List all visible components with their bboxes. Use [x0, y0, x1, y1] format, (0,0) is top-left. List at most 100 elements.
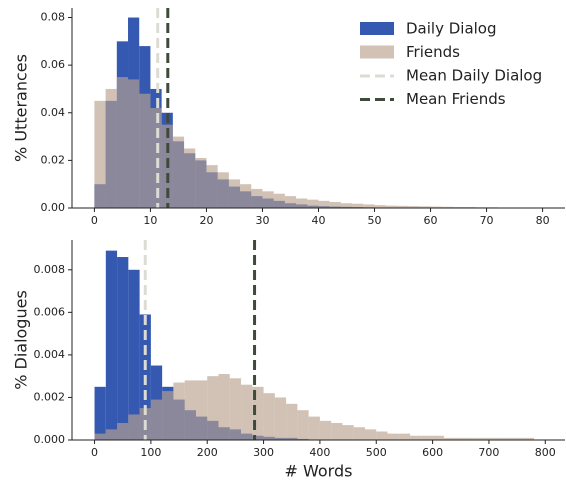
y-tick-label: 0.08: [41, 11, 66, 24]
y-tick-label: 0.06: [41, 58, 66, 71]
histogram-bar: [284, 196, 297, 208]
legend-label: Mean Friends: [406, 90, 506, 108]
histogram-bar: [477, 437, 489, 440]
legend-label: Mean Daily Dialog: [406, 67, 542, 85]
y-tick-label: 0.000: [34, 433, 66, 446]
histogram-bar: [128, 79, 140, 208]
histogram-bar: [229, 378, 242, 440]
x-tick-label: 500: [366, 446, 387, 459]
x-tick-label: 100: [140, 446, 161, 459]
histogram-bar: [466, 437, 478, 440]
x-tick-label: 600: [422, 446, 443, 459]
x-axis-title: # Words: [285, 462, 353, 481]
x-tick-label: 30: [255, 214, 269, 227]
histogram-bar: [419, 206, 431, 208]
histogram-bar: [329, 202, 341, 208]
histogram-bar: [352, 203, 364, 208]
y-axis-title: % Dialogues: [12, 290, 31, 390]
legend-swatch: [360, 22, 394, 35]
legend-swatch: [360, 45, 394, 59]
histogram-bar: [308, 416, 320, 440]
histogram-bar: [241, 384, 253, 440]
histogram-bar: [207, 376, 219, 440]
histogram-bar: [376, 431, 388, 440]
histogram-bar: [217, 172, 229, 208]
histogram-bar: [421, 435, 433, 440]
axes: 0.000 0.002 0.004 0.006 0.008 0 100 200 300 400 50…: [12, 240, 565, 481]
histogram-bar: [94, 100, 106, 208]
histogram-bar: [353, 427, 365, 440]
histogram-bar: [297, 410, 309, 440]
histogram-bar: [184, 380, 196, 440]
x-tick-label: 70: [480, 214, 494, 227]
histogram-bar: [105, 88, 117, 208]
histogram-bar: [105, 250, 118, 440]
histogram-bar: [331, 422, 343, 440]
histogram-bar: [184, 148, 196, 208]
x-tick-label: 200: [197, 446, 218, 459]
y-tick-label: 0.04: [41, 106, 66, 119]
histogram-bar: [128, 414, 140, 440]
histogram-bar: [173, 382, 185, 440]
histogram-bar: [263, 393, 275, 440]
histogram-bar: [408, 206, 420, 208]
histogram-bar: [117, 257, 129, 440]
histogram-bar: [385, 205, 397, 208]
x-tick-label: 0: [91, 446, 98, 459]
histogram-bar: [340, 203, 353, 208]
histogram-bar: [374, 205, 386, 208]
histogram-bar: [274, 397, 287, 440]
histogram-bar: [94, 433, 106, 440]
histogram-bar: [410, 435, 422, 440]
histogram-bar: [195, 158, 207, 208]
x-tick-label: 50: [368, 214, 382, 227]
legend: Daily Dialog Friends Mean Daily Dialog Mean…: [360, 20, 542, 108]
histogram-bar: [441, 206, 453, 208]
legend-label: Daily Dialog: [406, 20, 497, 38]
y-tick-label: 0.004: [34, 348, 66, 361]
histogram-bar: [286, 403, 298, 440]
x-tick-label: 0: [91, 214, 98, 227]
y-tick-label: 0.02: [41, 153, 66, 166]
histogram-bar: [307, 199, 319, 208]
x-tick-label: 10: [143, 214, 157, 227]
histogram-bar: [398, 433, 411, 440]
histogram-bar: [364, 429, 377, 440]
histogram-bar: [228, 179, 241, 208]
histogram-bar: [150, 399, 163, 440]
histogram-bar: [500, 437, 512, 440]
histogram-bar: [262, 191, 274, 208]
histogram-bar: [522, 437, 535, 440]
y-axis-title: % Utterances: [12, 54, 31, 162]
histogram-bar: [105, 429, 118, 440]
histogram-bar: [273, 193, 285, 208]
histogram-bar: [117, 422, 129, 440]
histogram-bar: [430, 206, 442, 208]
y-tick-label: 0.006: [34, 305, 66, 318]
x-tick-label: 400: [309, 446, 330, 459]
axes: 0.00 0.02 0.04 0.06 0.08 0 10 20 30 40 50 60 70 80 % U…: [12, 8, 565, 227]
histogram-bar: [116, 77, 129, 208]
histogram-bar: [240, 184, 252, 208]
histogram-bar: [251, 188, 263, 208]
histogram-bar: [218, 374, 230, 440]
histogram-bar: [455, 437, 467, 440]
histogram-bar: [342, 425, 354, 440]
x-tick-label: 80: [536, 214, 550, 227]
x-tick-label: 20: [199, 214, 213, 227]
histogram-bar: [162, 391, 174, 440]
histogram-bar: [150, 108, 162, 208]
histogram-bar: [363, 204, 375, 208]
histogram-bar: [172, 136, 185, 208]
x-tick-label: 300: [253, 446, 274, 459]
histogram-bar: [387, 433, 399, 440]
x-tick-label: 700: [478, 446, 499, 459]
y-tick-label: 0.00: [41, 201, 66, 214]
histogram-bar: [128, 269, 140, 440]
y-tick-label: 0.008: [34, 263, 66, 276]
histogram-bar: [139, 93, 151, 208]
histogram-bar: [195, 380, 208, 440]
x-tick-label: 60: [424, 214, 438, 227]
histogram-bar: [94, 386, 106, 440]
